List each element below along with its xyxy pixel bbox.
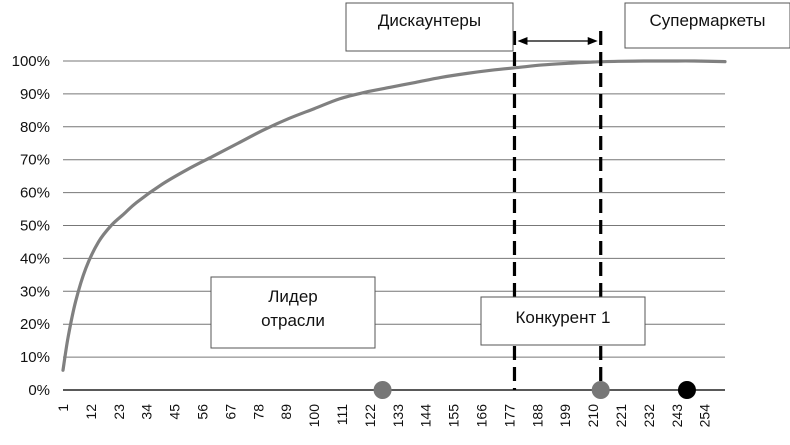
y-tick-label: 80%	[20, 119, 50, 136]
x-axis-tick-labels: 1 12 23 34 45 56 67 78 89 100 111 122 133 144 155 166 17…	[55, 404, 713, 428]
annotations-layer: Дискаунтеры Супермаркеты Лидер отрасли Конку…	[210, 2, 790, 349]
y-tick-label: 0%	[28, 382, 50, 399]
x-tick-label: 199	[557, 404, 573, 428]
x-tick: 1	[55, 404, 71, 412]
annotation-box	[345, 2, 514, 52]
y-tick-label: 30%	[20, 283, 50, 300]
marker-point	[677, 381, 696, 399]
arrow-head-left	[517, 37, 528, 45]
x-tick-label: 188	[529, 404, 545, 428]
annotation-line: Дискаунтеры	[378, 11, 481, 30]
x-tick-label: 45	[167, 404, 183, 420]
annotation-text: Конкурент 1	[516, 308, 611, 327]
marker-point	[373, 381, 392, 399]
x-tick: 188	[529, 404, 545, 428]
x-tick-label: 177	[501, 404, 517, 428]
x-tick-label: 122	[362, 404, 378, 428]
y-tick-label: 20%	[20, 316, 50, 333]
x-tick-label: 100	[306, 404, 322, 428]
x-tick-label: 210	[585, 404, 601, 428]
y-tick-label: 100%	[12, 53, 50, 70]
x-tick-label: 144	[418, 404, 434, 428]
x-tick: 155	[446, 404, 462, 428]
x-tick: 177	[501, 404, 517, 428]
y-tick-label: 10%	[20, 349, 50, 366]
annotation-text: Дискаунтеры	[378, 11, 481, 30]
series-layer	[61, 59, 727, 372]
series-line	[61, 59, 727, 372]
annotation: Лидер отрасли	[210, 276, 376, 349]
annotation-text: Супермаркеты	[649, 11, 765, 30]
x-tick-label: 133	[390, 404, 406, 428]
x-tick: 254	[697, 404, 713, 428]
x-tick: 122	[362, 404, 378, 428]
x-tick: 34	[139, 404, 155, 420]
x-tick-label: 166	[474, 404, 490, 428]
x-tick-label: 34	[139, 404, 155, 420]
x-tick-label: 243	[669, 404, 685, 428]
x-tick: 89	[278, 404, 294, 420]
y-axis-tick-labels: 0% 10% 20% 30% 40% 50% 60% 70% 80% 90% 100%	[12, 53, 50, 399]
annotation-box	[624, 2, 790, 49]
x-tick: 210	[585, 404, 601, 428]
x-tick: 23	[111, 404, 127, 420]
x-tick-label: 232	[641, 404, 657, 428]
x-tick-label: 23	[111, 404, 127, 420]
annotation-line: отрасли	[261, 311, 325, 330]
y-tick-label: 60%	[20, 185, 50, 202]
x-tick-label: 12	[83, 404, 99, 420]
annotation: Супермаркеты	[624, 2, 790, 49]
x-tick: 56	[195, 404, 211, 420]
annotation-line: Конкурент 1	[516, 308, 611, 327]
annotation-box	[480, 296, 646, 346]
x-tick: 221	[613, 404, 629, 428]
x-tick: 45	[167, 404, 183, 420]
x-tick-label: 1	[55, 404, 71, 412]
annotation: Дискаунтеры	[345, 2, 514, 52]
x-tick-label: 78	[250, 404, 266, 420]
x-tick-label: 221	[613, 404, 629, 428]
y-tick-label: 90%	[20, 86, 50, 103]
x-tick-label: 111	[334, 404, 350, 425]
x-tick: 100	[306, 404, 322, 428]
y-tick-label: 40%	[20, 250, 50, 267]
x-tick: 12	[83, 404, 99, 420]
x-tick: 144	[418, 404, 434, 428]
markers-layer	[373, 381, 696, 399]
annotation-line: Лидер	[268, 287, 317, 306]
x-tick: 133	[390, 404, 406, 428]
annotation-line: Супермаркеты	[649, 11, 765, 30]
grid-lines	[63, 60, 725, 391]
arrow-head-right	[587, 37, 598, 45]
annotation-text: Лидер отрасли	[261, 287, 325, 330]
annotation-box	[210, 276, 376, 349]
marker-point	[591, 381, 610, 399]
x-tick: 166	[474, 404, 490, 428]
y-tick-label: 50%	[20, 218, 50, 235]
x-tick: 199	[557, 404, 573, 428]
x-tick: 111	[334, 404, 350, 425]
x-tick: 67	[222, 404, 238, 420]
x-tick-label: 56	[195, 404, 211, 420]
x-tick: 78	[250, 404, 266, 420]
x-tick-label: 155	[446, 404, 462, 428]
x-tick-label: 89	[278, 404, 294, 420]
x-tick: 243	[669, 404, 685, 428]
annotation: Конкурент 1	[480, 296, 646, 346]
x-tick: 232	[641, 404, 657, 428]
y-tick-label: 70%	[20, 152, 50, 169]
x-tick-label: 254	[697, 404, 713, 428]
range-arrow	[517, 37, 598, 45]
x-tick-label: 67	[222, 404, 238, 420]
